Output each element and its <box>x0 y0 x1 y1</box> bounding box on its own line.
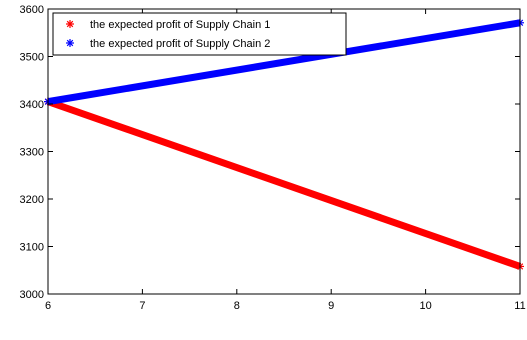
x-tick-label-11: 11 <box>514 300 525 312</box>
tick-layer: 6 7 8 9 10 11 3000 3100 3200 3300 3400 3500 3600 <box>20 4 526 312</box>
legend-marker-1-stroke-3 <box>66 20 74 28</box>
legend-box <box>52 12 347 56</box>
y-tick-label-3400: 3400 <box>20 99 44 111</box>
x-tick-label-9: 9 <box>328 300 334 312</box>
y-tick-label-3000: 3000 <box>20 289 44 301</box>
y-tick-label-3500: 3500 <box>20 52 44 64</box>
x-tick-label-6: 6 <box>45 300 51 312</box>
x-tick-label-10: 10 <box>419 300 431 312</box>
y-tick-label-3100: 3100 <box>20 242 44 254</box>
y-tick-label-3300: 3300 <box>20 147 44 159</box>
y-tick-label-3200: 3200 <box>20 194 44 206</box>
series-line-1 <box>46 98 522 270</box>
x-tick-label-8: 8 <box>234 300 240 312</box>
legend-marker-2-stroke-3 <box>66 39 74 47</box>
series-layer <box>44 18 524 271</box>
legend-items: the expected profit of Supply Chain 1 the… <box>66 19 270 50</box>
y-tick-label-3600: 3600 <box>20 4 44 16</box>
series-line-2 <box>47 19 521 106</box>
legend-marker-2 <box>66 39 74 47</box>
legend-label-1: the expected profit of Supply Chain 1 <box>90 19 270 31</box>
legend-label-2: the expected profit of Supply Chain 2 <box>90 38 270 50</box>
legend-marker-1 <box>66 20 74 28</box>
x-tick-label-7: 7 <box>139 300 145 312</box>
legend: the expected profit of Supply Chain 1 the… <box>52 12 347 56</box>
